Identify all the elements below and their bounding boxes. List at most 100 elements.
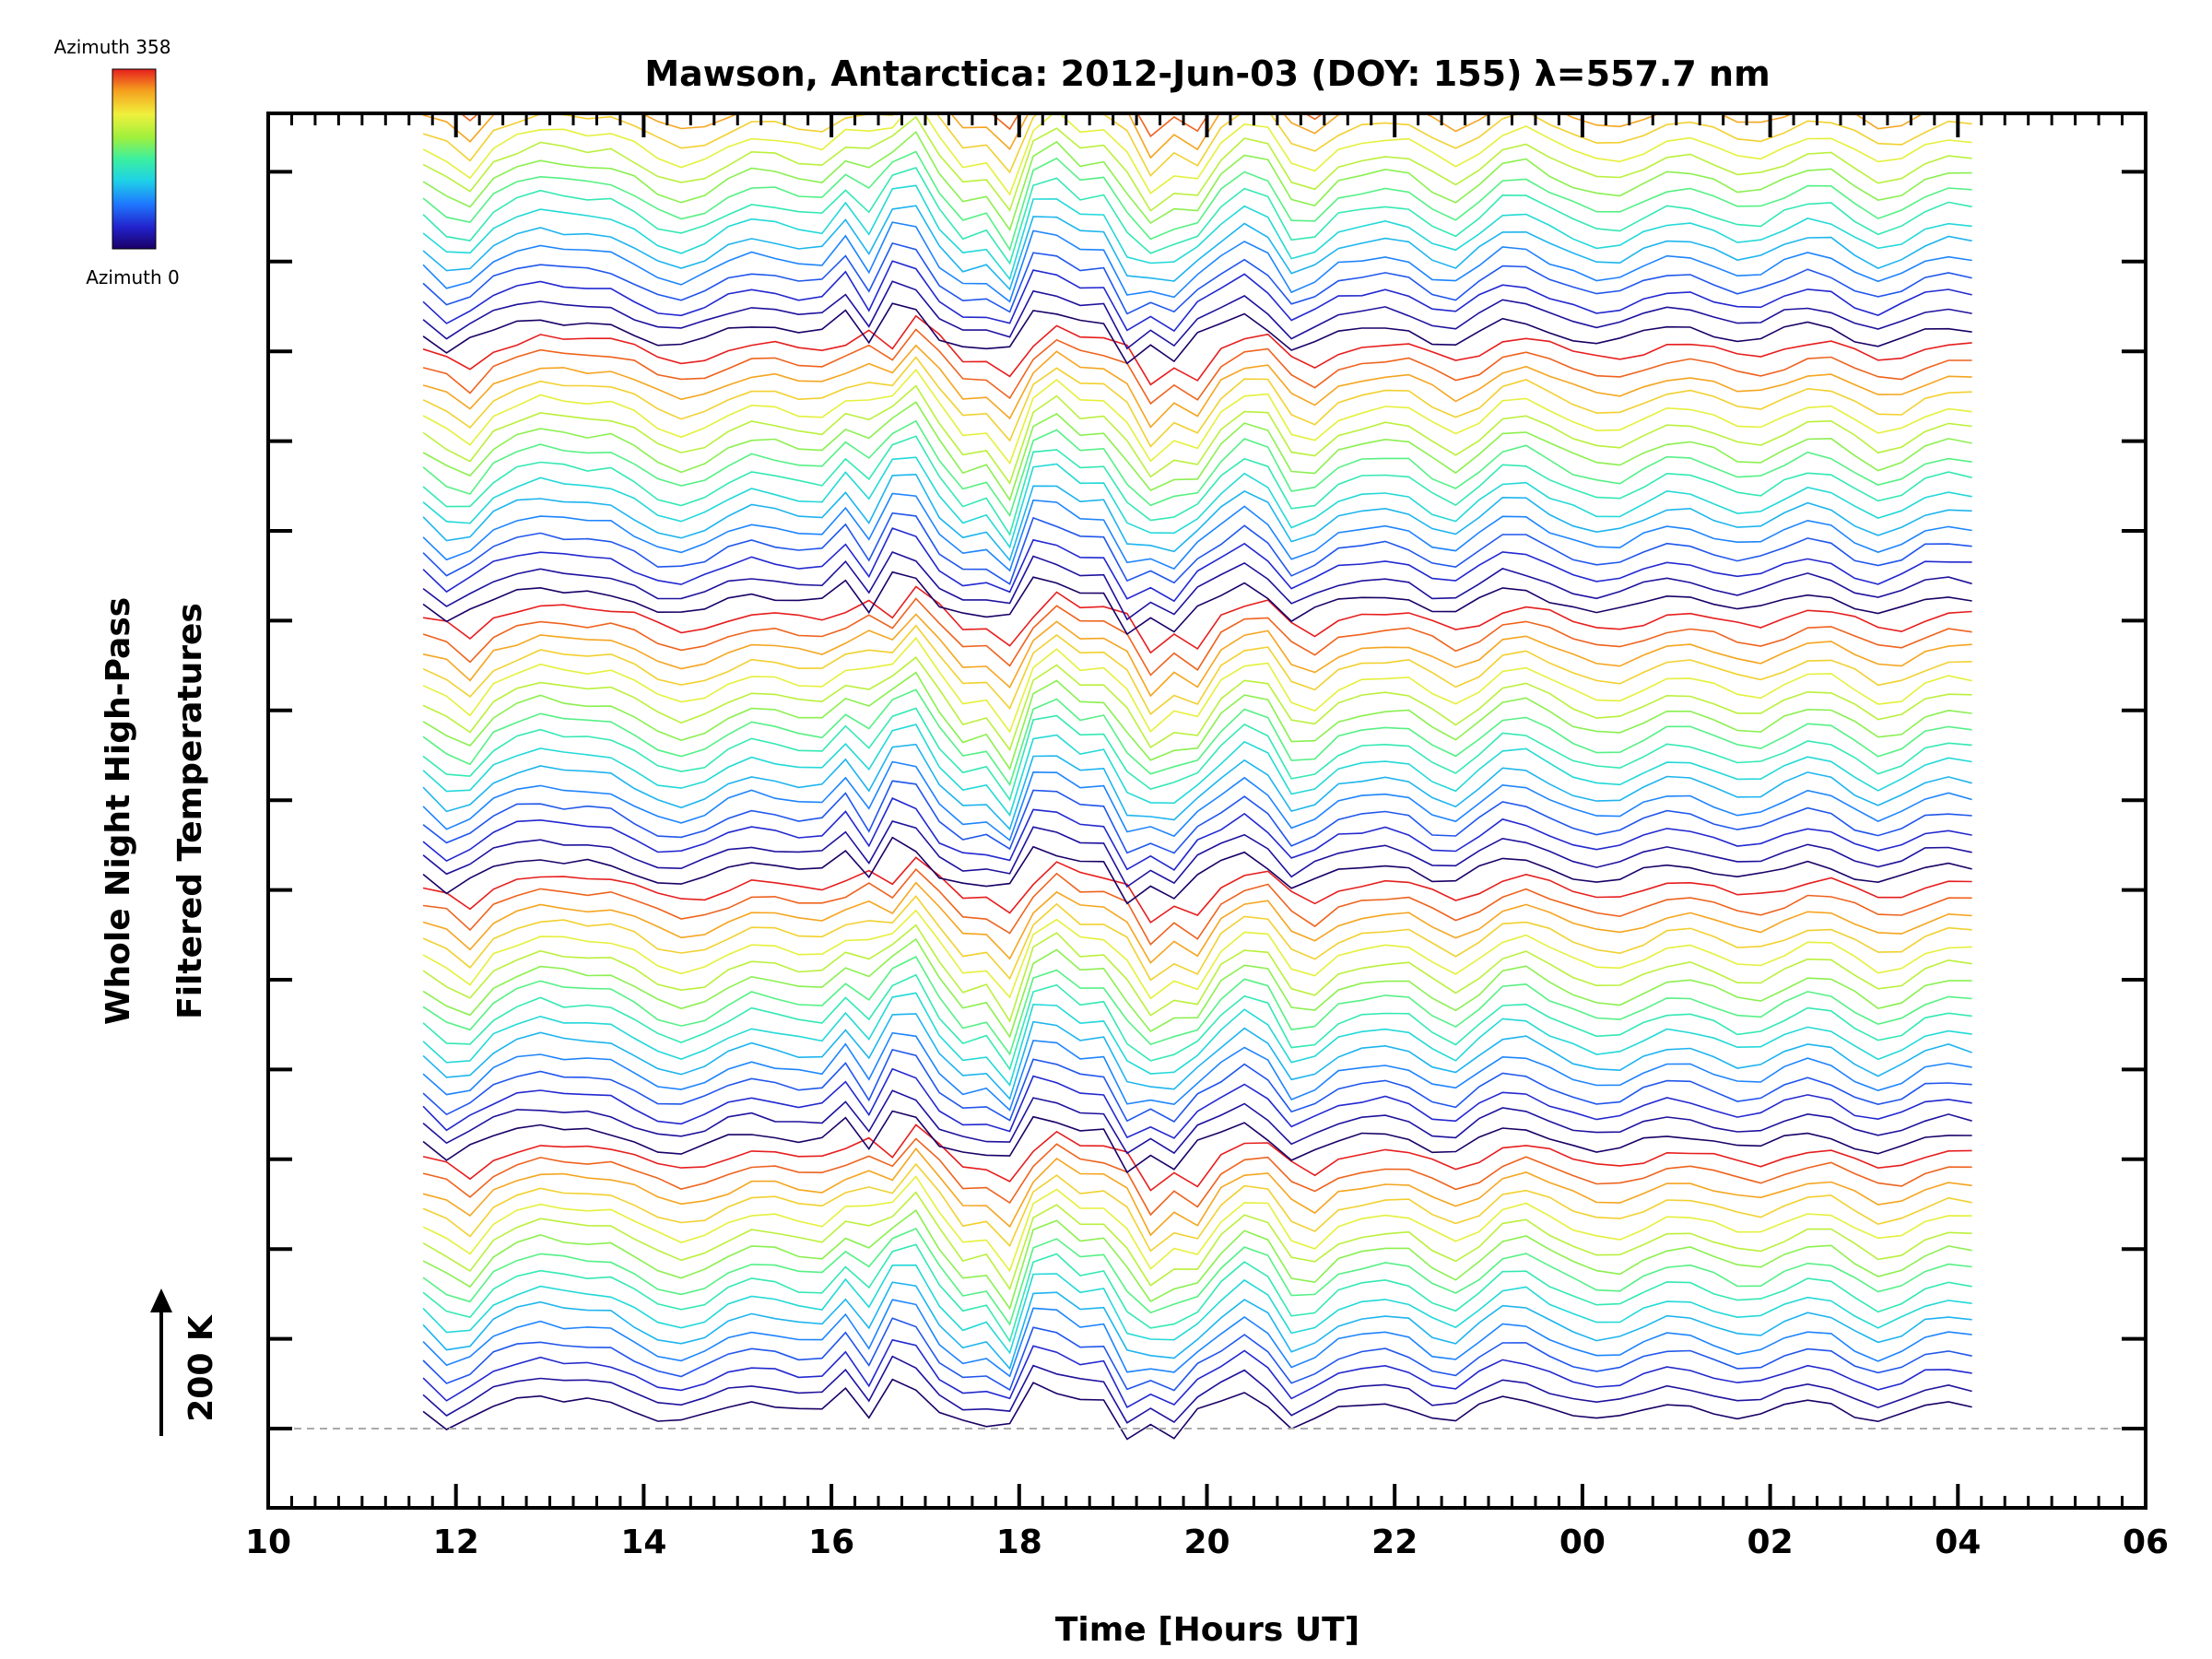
azimuth-series-line [422, 956, 1972, 1056]
azimuth-series-line [422, 613, 1972, 698]
scale-label: 200 K [182, 1314, 220, 1422]
azimuth-series-line [422, 456, 1972, 549]
y-axis-label-line2: Filtered Temperatures [171, 603, 209, 1019]
azimuth-series-line [423, 868, 1972, 946]
x-tick-label: 20 [1183, 1524, 1230, 1561]
x-tick-labels: 10 12 14 16 18 20 22 00 02 04 06 [245, 1524, 2169, 1561]
azimuth-series-line [422, 113, 1972, 196]
azimuth-series-line [422, 671, 1972, 771]
azimuth-series-line [422, 624, 1972, 716]
azimuth-series-line [423, 0, 1972, 9]
azimuth-series-line [422, 1048, 1972, 1124]
azimuth-series-line [422, 328, 1972, 406]
colorbar-gradient [112, 68, 157, 250]
azimuth-series-line [422, 724, 1972, 818]
azimuth-series-line [422, 384, 1972, 486]
azimuth-series-line [422, 743, 1972, 831]
azimuth-series-line [422, 909, 1972, 1000]
azimuth-series-line [422, 597, 1972, 677]
azimuth-series-line [422, 992, 1972, 1087]
x-tick-label: 00 [1559, 1524, 1606, 1561]
scale-arrow-head [150, 1288, 172, 1312]
ticks-layer [266, 113, 2147, 1508]
azimuth-series-line [422, 150, 1972, 252]
azimuth-series-line [422, 1228, 1972, 1326]
x-tick-label: 02 [1747, 1524, 1794, 1561]
x-axis-label: Time [Hours UT] [1055, 1611, 1359, 1649]
scale-arrow: 200 K [150, 1288, 220, 1436]
azimuth-series-line [422, 1317, 1972, 1392]
azimuth-series-line [422, 1175, 1972, 1273]
azimuth-series-line [422, 1013, 1972, 1100]
series-layer [422, 0, 1972, 1441]
azimuth-series-line [422, 1147, 1972, 1237]
azimuth-series-line [422, 205, 1972, 291]
azimuth-series-line [422, 688, 1972, 787]
x-tick-label: 04 [1935, 1524, 1981, 1561]
azimuth-series-line [422, 1031, 1972, 1112]
azimuth-series-line [422, 1209, 1972, 1311]
azimuth-series-line [422, 836, 1972, 905]
azimuth-series-line [422, 895, 1972, 982]
azimuth-series-line [422, 1338, 1972, 1409]
azimuth-series-line [422, 260, 1972, 333]
azimuth-series-line [422, 302, 1972, 365]
azimuth-series-line [422, 637, 1972, 734]
azimuth-series-line [422, 356, 1972, 448]
azimuth-series-line [422, 527, 1972, 603]
chart-title: Mawson, Antarctica: 2012-Jun-03 (DOY: 15… [644, 53, 1770, 94]
azimuth-series-line [422, 512, 1972, 585]
azimuth-series-line [422, 115, 1972, 212]
azimuth-series-line [459, 113, 1458, 138]
x-tick-label: 10 [245, 1524, 291, 1561]
x-tick-label: 18 [996, 1524, 1042, 1561]
azimuth-series-line [423, 0, 1972, 62]
x-tick-label: 12 [433, 1524, 479, 1561]
azimuth-series-line [422, 473, 1972, 562]
azimuth-series-line [422, 113, 1925, 159]
azimuth-series-line [422, 1137, 1972, 1217]
azimuth-series-line [422, 1110, 1972, 1174]
azimuth-series-line [422, 924, 1972, 1023]
azimuth-series-line [422, 760, 1972, 841]
azimuth-series-line [422, 585, 1972, 654]
colorbar-top-label: Azimuth 358 [54, 36, 171, 58]
azimuth-series-line [422, 419, 1972, 518]
x-tick-label: 06 [2123, 1524, 2169, 1561]
x-tick-label: 22 [1371, 1524, 1418, 1561]
azimuth-series-line [422, 780, 1972, 854]
azimuth-series-line [422, 1299, 1972, 1378]
x-tick-label: 14 [620, 1524, 666, 1561]
azimuth-series-line [422, 707, 1972, 802]
azimuth-series-line [422, 571, 1972, 636]
azimuth-series-line [422, 1355, 1972, 1424]
azimuth-series-line [422, 184, 1972, 281]
azimuth-series-line [422, 113, 1972, 177]
azimuth-series-line [422, 1191, 1972, 1291]
azimuth-series-line [422, 1089, 1972, 1155]
azimuth-series-line [422, 973, 1972, 1071]
azimuth-series-line [422, 401, 1972, 502]
azimuth-series-line [422, 314, 1972, 386]
azimuth-series-line [422, 221, 1972, 303]
azimuth-series-line [422, 551, 1972, 621]
azimuth-series-line [422, 344, 1972, 429]
azimuth-series-line [422, 492, 1972, 572]
azimuth-series-line [422, 1281, 1972, 1371]
azimuth-series-line [422, 856, 1972, 924]
azimuth-series-line [422, 937, 1972, 1039]
azimuth-series-line [422, 656, 1972, 752]
azimuth-series-line [422, 1124, 1972, 1192]
azimuth-series-line [422, 1264, 1972, 1355]
azimuth-series-line [423, 0, 1972, 47]
azimuth-series-line [422, 130, 1972, 232]
azimuth-series-line [422, 1378, 1972, 1441]
azimuth-series-line [422, 435, 1972, 536]
azimuth-series-line [423, 0, 1972, 20]
y-axis-label-line1: Whole Night High-Pass [100, 597, 137, 1025]
azimuth-series-line [422, 1067, 1972, 1139]
azimuth-series-line [422, 280, 1972, 350]
azimuth-series-line [422, 1243, 1972, 1343]
azimuth-series-line [422, 167, 1972, 265]
